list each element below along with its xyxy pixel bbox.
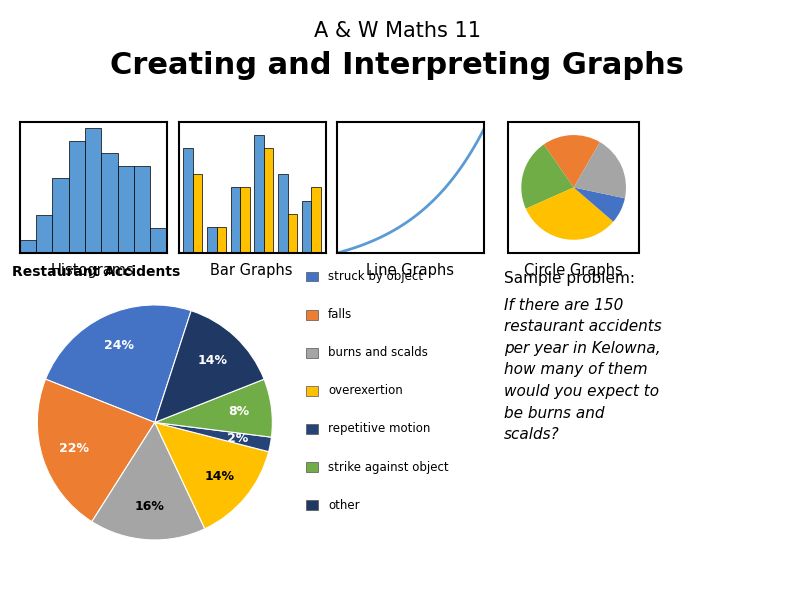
Wedge shape: [155, 422, 272, 452]
Text: 22%: 22%: [60, 442, 90, 455]
Text: Histograms: Histograms: [51, 263, 135, 278]
Bar: [85, 128, 102, 253]
Wedge shape: [45, 305, 191, 422]
Wedge shape: [573, 142, 626, 198]
Text: 8%: 8%: [228, 405, 249, 418]
Bar: [52, 178, 69, 253]
Text: Creating and Interpreting Graphs: Creating and Interpreting Graphs: [110, 51, 684, 80]
Bar: [150, 228, 167, 253]
Bar: [241, 187, 250, 253]
Text: strike against object: strike against object: [328, 461, 449, 474]
Wedge shape: [155, 379, 272, 437]
Text: A & W Maths 11: A & W Maths 11: [314, 21, 480, 41]
Bar: [302, 201, 311, 253]
Text: Circle Graphs: Circle Graphs: [524, 263, 622, 278]
Text: Line Graphs: Line Graphs: [367, 263, 454, 278]
Text: 14%: 14%: [205, 470, 235, 483]
Text: burns and scalds: burns and scalds: [328, 346, 428, 359]
Bar: [231, 187, 241, 253]
Bar: [508, 122, 639, 253]
Text: 16%: 16%: [134, 500, 164, 513]
Bar: [183, 148, 193, 253]
Text: Sample problem:: Sample problem:: [504, 271, 635, 286]
Text: 24%: 24%: [104, 339, 134, 352]
Bar: [264, 148, 273, 253]
Bar: [217, 227, 226, 253]
Wedge shape: [92, 422, 205, 540]
Bar: [254, 135, 264, 253]
Text: falls: falls: [328, 308, 353, 321]
Wedge shape: [526, 187, 613, 240]
Text: 2%: 2%: [227, 432, 249, 445]
Wedge shape: [155, 422, 268, 529]
Text: 14%: 14%: [198, 354, 228, 367]
Bar: [118, 165, 134, 253]
Bar: [20, 240, 37, 253]
Text: If there are 150
restaurant accidents
per year in Kelowna,
how many of them
woul: If there are 150 restaurant accidents pe…: [504, 298, 662, 442]
Bar: [193, 174, 202, 253]
Text: repetitive motion: repetitive motion: [328, 422, 430, 436]
Text: Restaurant Accidents: Restaurant Accidents: [12, 265, 180, 279]
Text: Bar Graphs: Bar Graphs: [210, 263, 293, 278]
Bar: [278, 174, 287, 253]
Wedge shape: [37, 379, 155, 522]
Bar: [69, 140, 85, 253]
Wedge shape: [544, 135, 599, 187]
Bar: [207, 227, 217, 253]
Text: other: other: [328, 499, 360, 512]
Text: overexertion: overexertion: [328, 384, 403, 397]
Bar: [287, 214, 297, 253]
Bar: [37, 215, 52, 253]
Bar: [102, 153, 118, 253]
Wedge shape: [522, 145, 573, 209]
Wedge shape: [155, 311, 264, 422]
Bar: [311, 187, 321, 253]
Bar: [134, 165, 150, 253]
Text: struck by object: struck by object: [328, 270, 423, 283]
Wedge shape: [573, 187, 625, 222]
